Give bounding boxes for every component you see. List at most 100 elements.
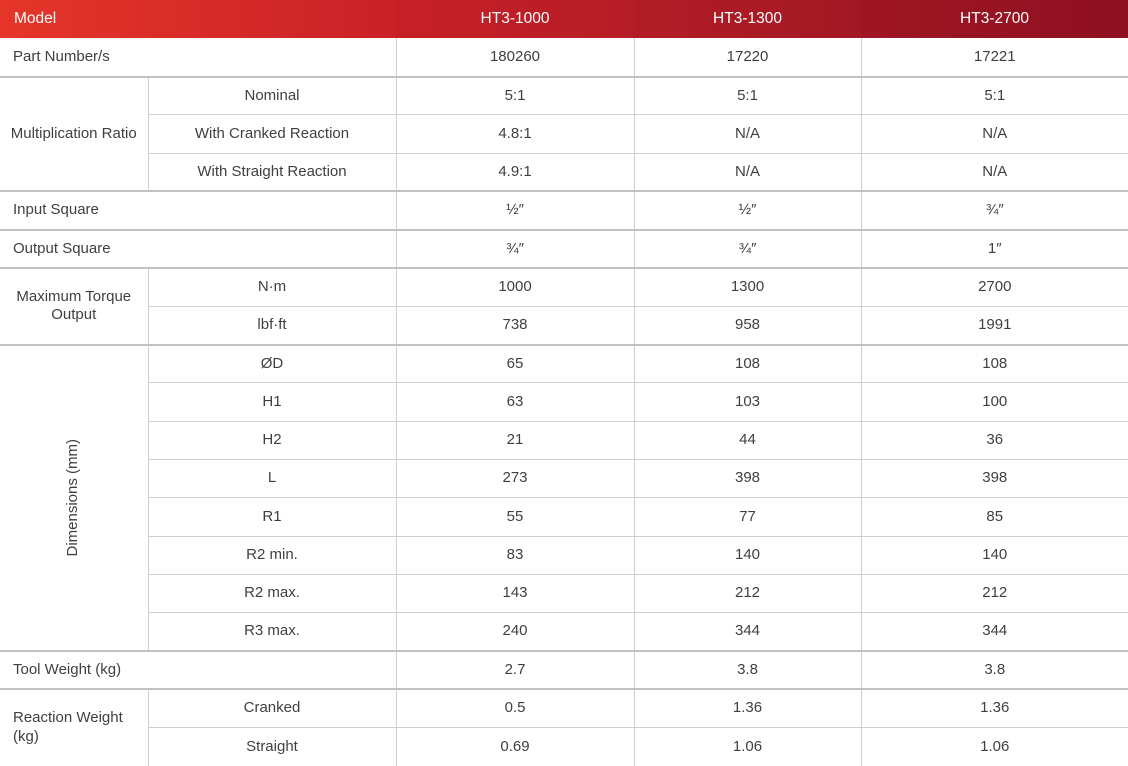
value-cell: 212 [633,573,862,614]
multiplication-ratio-row-cranked: With Cranked Reaction 4.8:1 N/A N/A [0,114,1128,154]
value-cell: 1″ [860,228,1128,269]
value-cell: 4.8:1 [395,114,635,154]
value-cell: 83 [395,535,635,575]
subrow-label: R2 min. [147,535,397,575]
reaction-weight-row-straight: Straight 0.69 1.06 1.06 [0,727,1128,766]
dimensions-row-l: L 273 398 398 [0,459,1128,499]
max-torque-row-lbfft: lbf·ft 738 958 1991 [0,305,1128,346]
value-cell: 344 [633,612,862,652]
value-cell: N/A [633,152,862,192]
value-cell: 958 [633,305,862,346]
max-torque-row-nm: Maximum Torque Output N·m 1000 1300 2700 [0,267,1128,346]
value-cell: 344 [860,612,1128,652]
dimensions-row-h2: H2 21 44 36 [0,420,1128,461]
value-cell: 143 [395,573,635,614]
subrow-label: R2 max. [147,573,397,614]
value-cell: 85 [860,497,1128,537]
subrow-label: ØD [147,343,397,384]
dimensions-row-r1: R1 55 77 85 [0,497,1128,537]
value-cell: 2700 [860,267,1128,307]
value-cell: 180260 [395,38,635,78]
value-cell: 140 [633,535,862,575]
dimensions-row-r2max: R2 max. 143 212 212 [0,573,1128,614]
subrow-label: Nominal [147,75,397,116]
value-cell: 55 [395,497,635,537]
value-cell: 5:1 [395,75,635,116]
value-cell: 103 [633,382,862,422]
value-cell: 1300 [633,267,862,307]
row-label-part-number: Part Number/s [0,38,397,78]
output-square-row: Output Square ¾″ ¾″ 1″ [0,228,1128,269]
value-cell: 4.9:1 [395,152,635,192]
subrow-label: Straight [147,727,397,766]
row-label-input-square: Input Square [0,190,397,231]
value-cell: 1.36 [633,688,862,729]
subrow-label: R1 [147,497,397,537]
header-row: Model HT3-1000 HT3-1300 HT3-2700 [0,0,1128,39]
value-cell: 3.8 [860,650,1128,690]
value-cell: 1.06 [860,727,1128,766]
input-square-row: Input Square ½″ ½″ ¾″ [0,190,1128,231]
value-cell: 44 [633,420,862,461]
part-number-row: Part Number/s 180260 17220 17221 [0,38,1128,78]
subrow-label: L [147,459,397,499]
value-cell: 36 [860,420,1128,461]
value-cell: 77 [633,497,862,537]
value-cell: 273 [395,459,635,499]
value-cell: ¾″ [395,228,635,269]
value-cell: 738 [395,305,635,346]
value-cell: 21 [395,420,635,461]
model-header-cell: Model [0,0,396,39]
value-cell: 65 [395,343,635,384]
subrow-label: H2 [147,420,397,461]
value-cell: 212 [860,573,1128,614]
group-label-max-torque: Maximum Torque Output [0,267,149,346]
value-cell: N/A [860,114,1128,154]
multiplication-ratio-row-straight: With Straight Reaction 4.9:1 N/A N/A [0,152,1128,192]
value-cell: 1991 [860,305,1128,346]
subrow-label: With Straight Reaction [147,152,397,192]
subrow-label: With Cranked Reaction [147,114,397,154]
value-cell: 63 [395,382,635,422]
value-cell: 140 [860,535,1128,575]
column-header-ht3-2700: HT3-2700 [861,0,1128,39]
reaction-weight-row-cranked: Reaction Weight (kg) Cranked 0.5 1.36 1.… [0,688,1128,766]
value-cell: 108 [860,343,1128,384]
value-cell: 240 [395,612,635,652]
value-cell: 0.69 [395,727,635,766]
dimensions-row-r2min: R2 min. 83 140 140 [0,535,1128,575]
value-cell: 17221 [860,38,1128,78]
dimensions-row-od: Dimensions (mm) ØD 65 108 108 [0,343,1128,652]
column-header-ht3-1300: HT3-1300 [634,0,861,39]
tool-weight-row: Tool Weight (kg) 2.7 3.8 3.8 [0,650,1128,690]
value-cell: 17220 [633,38,862,78]
subrow-label: N·m [147,267,397,307]
group-label-multiplication-ratio: Multiplication Ratio [0,75,149,192]
row-label-tool-weight: Tool Weight (kg) [0,650,397,690]
value-cell: ½″ [633,190,862,231]
value-cell: 1.06 [633,727,862,766]
value-cell: 100 [860,382,1128,422]
value-cell: ½″ [395,190,635,231]
subrow-label: H1 [147,382,397,422]
subrow-label: Cranked [147,688,397,729]
value-cell: 108 [633,343,862,384]
value-cell: 1.36 [860,688,1128,729]
value-cell: 5:1 [860,75,1128,116]
multiplication-ratio-row-nominal: Multiplication Ratio Nominal 5:1 5:1 5:1 [0,75,1128,192]
value-cell: ¾″ [633,228,862,269]
value-cell: ¾″ [860,190,1128,231]
dimensions-row-r3max: R3 max. 240 344 344 [0,612,1128,652]
value-cell: 3.8 [633,650,862,690]
value-cell: 1000 [395,267,635,307]
dimensions-vertical-label: Dimensions (mm) [64,439,82,557]
subrow-label: R3 max. [147,612,397,652]
value-cell: 2.7 [395,650,635,690]
subrow-label: lbf·ft [147,305,397,346]
value-cell: 398 [633,459,862,499]
row-label-output-square: Output Square [0,228,397,269]
dimensions-row-h1: H1 63 103 100 [0,382,1128,422]
value-cell: N/A [633,114,862,154]
value-cell: N/A [860,152,1128,192]
